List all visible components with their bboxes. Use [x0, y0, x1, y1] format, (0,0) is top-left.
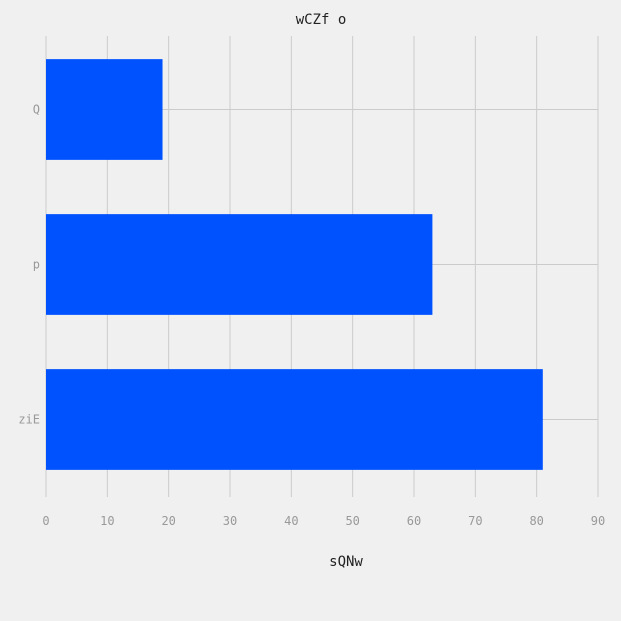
x-tick-label: 10	[100, 514, 114, 528]
x-tick-label: 80	[529, 514, 543, 528]
chart-title: wCZf o	[296, 12, 347, 28]
x-axis-label: sQNw	[329, 554, 363, 570]
bars	[46, 59, 543, 470]
bar-ziE	[46, 369, 543, 470]
x-tick-label: 20	[161, 514, 175, 528]
x-tick-labels: 0 10 20 30 40 50 60 70 80 90	[42, 514, 605, 528]
y-tick-label: p	[33, 258, 40, 272]
x-tick-label: 0	[42, 514, 49, 528]
x-tick-label: 70	[468, 514, 482, 528]
x-tick-label: 90	[591, 514, 605, 528]
y-tick-label: Q	[33, 103, 40, 117]
x-tick-label: 40	[284, 514, 298, 528]
x-tick-label: 60	[407, 514, 421, 528]
y-tick-label: ziE	[18, 413, 40, 427]
y-tick-labels: Qp ziE	[18, 103, 40, 427]
x-tick-label: 30	[223, 514, 237, 528]
bar-Q	[46, 59, 163, 160]
x-tick-label: 50	[345, 514, 359, 528]
bar-p	[46, 214, 433, 315]
